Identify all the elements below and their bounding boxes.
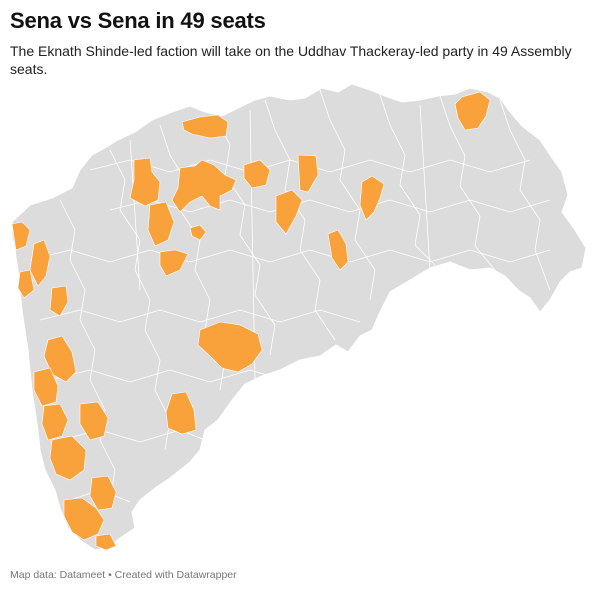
highlighted-seat — [454, 91, 491, 131]
credit-note: Created with Datawrapper — [114, 569, 237, 581]
highlighted-seat — [49, 435, 87, 481]
chart-footer: Map data: Datameet • Created with Datawr… — [10, 569, 237, 581]
highlighted-seat — [33, 367, 59, 407]
highlighted-seat — [189, 224, 207, 241]
mumbai-islands — [20, 280, 29, 296]
source-note: Map data: Datameet — [10, 569, 106, 581]
highlighted-seat — [95, 533, 117, 551]
highlighted-seat — [63, 497, 105, 541]
highlighted-seat — [165, 391, 197, 435]
highlighted-seat — [159, 249, 189, 277]
highlighted-seat — [89, 475, 117, 511]
highlighted-constituencies — [11, 91, 491, 551]
footer-separator: • — [108, 569, 112, 581]
highlighted-seat — [181, 114, 229, 139]
highlighted-seat — [275, 189, 303, 235]
highlighted-seat — [359, 175, 385, 221]
highlighted-seat — [17, 269, 35, 299]
highlighted-seat — [41, 403, 69, 441]
highlighted-seat — [297, 154, 319, 193]
highlighted-seat — [49, 285, 69, 317]
highlighted-seat — [243, 159, 271, 189]
highlighted-seat — [11, 221, 31, 251]
highlighted-seat — [79, 401, 109, 441]
highlighted-seat — [171, 159, 237, 213]
highlighted-seat — [129, 157, 161, 207]
highlighted-seat — [327, 229, 349, 271]
highlighted-seat — [43, 335, 77, 383]
highlighted-seat — [197, 321, 263, 373]
highlighted-seat — [147, 201, 175, 247]
chart-subtitle: The Eknath Shinde-led faction will take … — [10, 43, 572, 77]
maharashtra-constituency-map — [11, 83, 587, 551]
chart-title: Sena vs Sena in 49 seats — [10, 8, 266, 33]
